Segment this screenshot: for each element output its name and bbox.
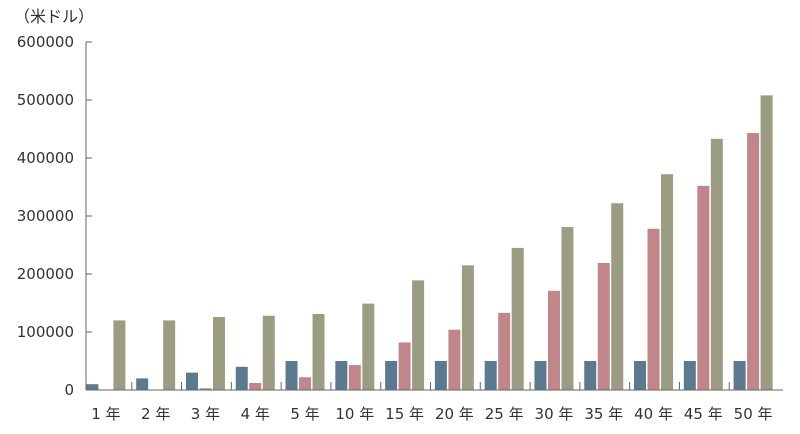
x-tick-label: 20 年 [435,405,474,423]
x-tick-label: 1 年 [91,405,120,423]
bar-series-3-1 [113,320,126,390]
bar-series-3-4 [262,315,275,390]
x-tick-label: 45 年 [684,405,723,423]
bar-series-1-12 [634,361,647,390]
bar-series-3-8 [461,265,474,390]
bar-series-1-9 [484,361,497,390]
bar-series-2-7 [398,342,411,390]
bar-series-1-6 [335,361,348,390]
bar-series-3-14 [760,95,773,391]
bar-series-2-4 [249,383,262,390]
x-tick-label: 5 年 [290,405,319,423]
y-tick-label: 400000 [17,149,74,167]
bar-series-3-7 [412,280,425,390]
bar-series-1-2 [136,378,149,390]
bar-series-2-9 [498,312,511,390]
bar-series-2-8 [448,329,461,390]
bar-series-3-13 [710,138,723,390]
x-tick-label: 3 年 [191,405,220,423]
bar-series-3-9 [511,247,524,390]
y-axis: 0 100000 200000 300000 400000 500000 600000 [17,33,92,399]
bar-series-1-13 [683,361,696,390]
bar-series-1-11 [584,361,597,390]
y-tick-label: 600000 [17,33,74,51]
y-axis-unit-label: （米ドル） [14,7,94,26]
y-tick-label: 100000 [17,323,74,341]
bar-series-2-5 [299,377,312,390]
bar-series-1-1 [86,384,99,390]
x-tick-label: 50 年 [734,405,773,423]
x-tick-label: 40 年 [634,405,673,423]
bar-series-2-11 [597,262,610,390]
bar-series-3-5 [312,314,325,390]
bar-series-1-3 [185,372,198,390]
bar-series-2-3 [199,388,212,390]
bar-series-1-5 [285,361,298,390]
bar-series-3-6 [362,303,375,390]
x-tick-label: 30 年 [535,405,574,423]
y-tick-label: 0 [64,381,74,399]
bar-series-2-14 [747,133,760,390]
x-tick-label: 10 年 [335,405,374,423]
x-tick-label: 4 年 [241,405,270,423]
y-tick-label: 300000 [17,207,74,225]
bar-series-3-11 [611,203,624,390]
x-axis: 1 年 2 年 3 年 4 年 5 年 10 年 15 年 20 年 25 年 30 年 35 年 4… [86,382,783,423]
bar-series-1-7 [385,361,398,390]
bar-series-2-13 [697,185,710,390]
bar-series-3-3 [212,316,225,390]
y-tick-label: 500000 [17,91,74,109]
x-tick-label: 15 年 [385,405,424,423]
x-tick-label: 35 年 [584,405,623,423]
bar-series-2-6 [348,365,361,390]
x-tick-label: 25 年 [485,405,524,423]
bars [86,95,773,391]
bar-series-3-2 [163,320,176,390]
bar-series-3-10 [561,227,574,390]
bar-series-2-12 [647,228,660,390]
bar-series-2-10 [547,290,560,390]
bar-series-3-12 [661,174,674,390]
bar-series-1-14 [733,361,746,390]
y-tick-label: 200000 [17,265,74,283]
bar-series-1-10 [534,361,547,390]
x-tick-label: 2 年 [141,405,170,423]
bar-series-1-8 [434,361,447,390]
bar-series-1-4 [235,366,248,390]
